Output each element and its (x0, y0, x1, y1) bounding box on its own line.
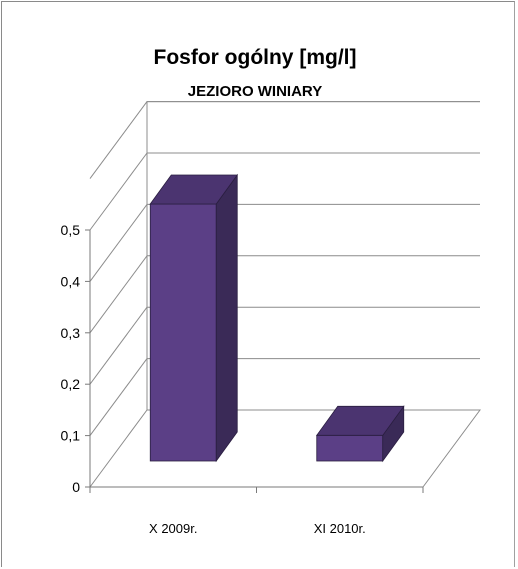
x-category-label: XI 2010r. (314, 521, 366, 536)
chart-walls (90, 102, 480, 487)
bars (150, 175, 404, 461)
bar (317, 406, 404, 461)
y-tick-label: 0,4 (61, 273, 81, 289)
bar-side (216, 175, 237, 461)
gridline-side (90, 153, 147, 230)
floor-edge (90, 410, 480, 487)
y-tick-label: 0,3 (61, 325, 81, 341)
bar-front (150, 204, 216, 461)
gridline-side (90, 359, 147, 436)
chart-subtitle: JEZIORO WINIARY (188, 83, 322, 100)
gridlines (90, 102, 480, 436)
gridline-side (90, 256, 147, 333)
y-tick-label: 0,5 (61, 222, 81, 238)
chart-title: Fosfor ogólny [mg/l] (154, 46, 357, 69)
y-tick-label: 0,2 (61, 376, 81, 392)
bar (150, 175, 237, 461)
x-category-label: X 2009r. (149, 521, 197, 536)
gridline-side (90, 204, 147, 281)
bar-front (317, 435, 383, 461)
y-tick-label: 0,1 (61, 428, 81, 444)
gridline-side (90, 307, 147, 384)
y-tick-labels: 0 0,1 0,2 0,3 0,4 0,5 (61, 222, 81, 495)
y-tick-label: 0 (72, 479, 80, 495)
gridline-side (90, 102, 147, 179)
category-labels: X 2009r. XI 2010r. (149, 521, 366, 536)
